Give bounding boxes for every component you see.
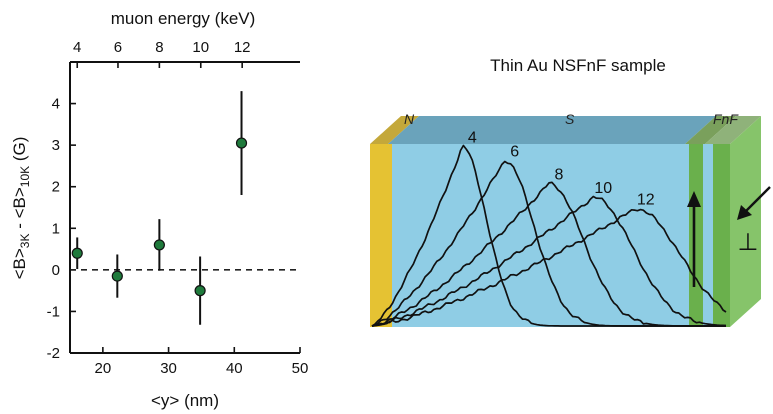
top-axis-title: muon energy (keV) xyxy=(111,9,256,28)
diagonal-arrow-icon xyxy=(737,186,771,220)
data-point xyxy=(111,270,123,282)
layer-side-face xyxy=(730,116,761,327)
y-tick-label: 3 xyxy=(52,137,60,154)
x-tick-label: 20 xyxy=(95,360,112,377)
data-point xyxy=(235,137,248,149)
layer-label-n: N xyxy=(404,111,415,127)
x-axis-title: <y> (nm) xyxy=(151,391,219,410)
perpendicular-symbol: ⊥ xyxy=(738,228,759,256)
layer-fnf-front-1 xyxy=(689,144,703,327)
sample-title: Thin Au NSFnF sample xyxy=(490,56,666,75)
curve-labels: 4 6 8 10 12 xyxy=(468,130,655,209)
curve-energy-label: 4 xyxy=(468,130,477,147)
data-point xyxy=(153,239,165,251)
y-tick-label: -2 xyxy=(47,345,60,362)
top-axis-ticks: 4 6 8 10 12 xyxy=(73,39,251,68)
curve-energy-label: 6 xyxy=(510,143,519,160)
x-axis-ticks: 20 30 40 50 xyxy=(95,347,309,377)
y-axis-ticks: -2 -1 0 1 2 3 4 xyxy=(47,96,76,362)
curve-energy-label: 10 xyxy=(594,180,612,197)
y-axis-title: <B>3K - <B>10K (G) xyxy=(10,137,32,280)
y-tick-label: 4 xyxy=(52,96,60,113)
layer-label-s: S xyxy=(565,111,575,127)
x-tick-label: 50 xyxy=(292,360,309,377)
stopping-profiles xyxy=(371,144,727,327)
top-tick-label: 6 xyxy=(114,39,122,56)
layer-spacer-front xyxy=(703,144,713,327)
layer-fnf-top-outer xyxy=(705,116,761,144)
layer-label-fnf: FnF xyxy=(713,111,739,127)
sample-panel: Thin Au NSFnF sample N S FnF 4 6 8 10 12 xyxy=(370,56,771,327)
data-point xyxy=(71,247,83,259)
curve-energy-label: 12 xyxy=(637,192,655,209)
layer-n-front xyxy=(370,144,392,327)
up-arrow-icon xyxy=(687,191,701,287)
y-tick-label: 1 xyxy=(52,220,60,237)
x-tick-label: 40 xyxy=(226,360,243,377)
curve-energy-label: 8 xyxy=(555,166,564,183)
top-tick-label: 4 xyxy=(73,39,81,56)
top-tick-label: 12 xyxy=(234,39,251,56)
data-points xyxy=(71,91,248,325)
stopping-profile-curve xyxy=(371,195,727,327)
layer-fnf-top xyxy=(685,116,736,144)
y-tick-label: 2 xyxy=(52,179,60,196)
layer-s-top xyxy=(388,116,716,144)
y-tick-label: -1 xyxy=(47,303,60,320)
top-tick-label: 8 xyxy=(155,39,163,56)
x-tick-label: 30 xyxy=(160,360,177,377)
stopping-profile-curve xyxy=(371,208,727,327)
data-point xyxy=(194,285,206,297)
layer-n-top xyxy=(370,116,419,144)
top-tick-label: 10 xyxy=(192,39,209,56)
stopping-profile-curve xyxy=(371,181,726,327)
y-tick-label: 0 xyxy=(52,262,60,279)
layer-fnf-front-2 xyxy=(713,144,730,327)
